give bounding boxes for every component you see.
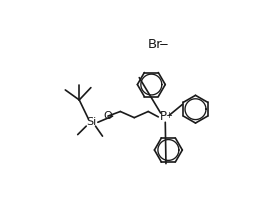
Text: P: P [160,110,167,123]
Text: +: + [165,111,172,120]
Text: −: − [158,38,168,51]
Text: Si: Si [86,117,97,127]
Text: O: O [103,111,112,121]
Text: Br: Br [148,38,162,51]
